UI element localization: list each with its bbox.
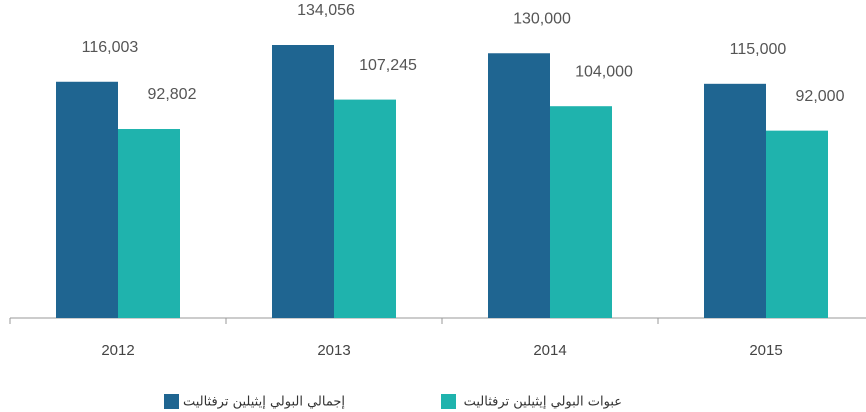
- x-tick-label: 2012: [101, 342, 134, 359]
- data-label: 104,000: [575, 63, 633, 80]
- legend-label: إجمالي البولي إيثيلين ترفثاليت: [183, 395, 345, 410]
- data-label: 130,000: [513, 10, 571, 27]
- data-label: 92,000: [796, 88, 845, 105]
- x-tick-label: 2014: [533, 342, 566, 359]
- bar: [272, 45, 334, 318]
- data-label: 116,003: [82, 39, 139, 56]
- data-label: 107,245: [359, 57, 417, 74]
- bar: [488, 53, 550, 319]
- legend-label: عبوات البولي إيثيلين ترفثاليت: [464, 395, 622, 410]
- data-label: 92,802: [148, 86, 197, 103]
- x-tick-label: 2015: [749, 342, 782, 359]
- bar: [334, 99, 396, 318]
- legend-swatch: [164, 394, 179, 409]
- legend-swatch: [441, 394, 456, 409]
- bar: [704, 83, 766, 318]
- data-label: 134,056: [297, 2, 355, 19]
- bar: [550, 106, 612, 318]
- x-tick-label: 2013: [317, 342, 350, 359]
- bar: [766, 130, 828, 318]
- data-label: 115,000: [730, 41, 787, 58]
- bar: [118, 129, 180, 318]
- bar: [56, 81, 118, 318]
